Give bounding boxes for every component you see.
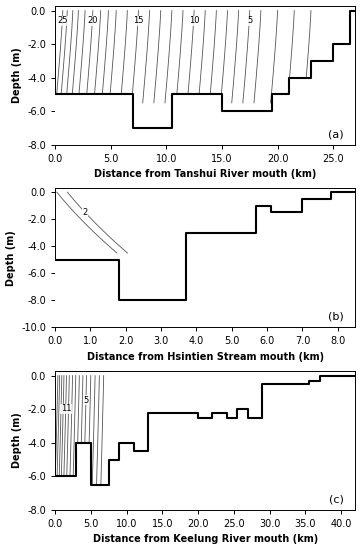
Y-axis label: Depth (m): Depth (m) — [5, 230, 16, 285]
X-axis label: Distance from Hsintien Stream mouth (km): Distance from Hsintien Stream mouth (km) — [87, 352, 324, 362]
X-axis label: Distance from Keelung River mouth (km): Distance from Keelung River mouth (km) — [93, 535, 318, 544]
Text: 5: 5 — [83, 396, 89, 405]
Text: 5: 5 — [247, 16, 252, 25]
X-axis label: Distance from Tanshui River mouth (km): Distance from Tanshui River mouth (km) — [94, 169, 317, 179]
Text: 20: 20 — [88, 16, 98, 25]
Y-axis label: Depth (m): Depth (m) — [12, 47, 22, 103]
Y-axis label: Depth (m): Depth (m) — [12, 412, 22, 468]
Text: 15: 15 — [133, 16, 144, 25]
Polygon shape — [55, 376, 356, 510]
Polygon shape — [55, 192, 356, 327]
Text: 10: 10 — [189, 16, 199, 25]
Text: (a): (a) — [328, 129, 343, 139]
Polygon shape — [55, 10, 356, 145]
Text: 11: 11 — [61, 404, 71, 413]
Text: 25: 25 — [57, 16, 68, 25]
Text: 2: 2 — [83, 208, 88, 217]
Text: (b): (b) — [328, 312, 343, 322]
Text: (c): (c) — [329, 494, 343, 504]
